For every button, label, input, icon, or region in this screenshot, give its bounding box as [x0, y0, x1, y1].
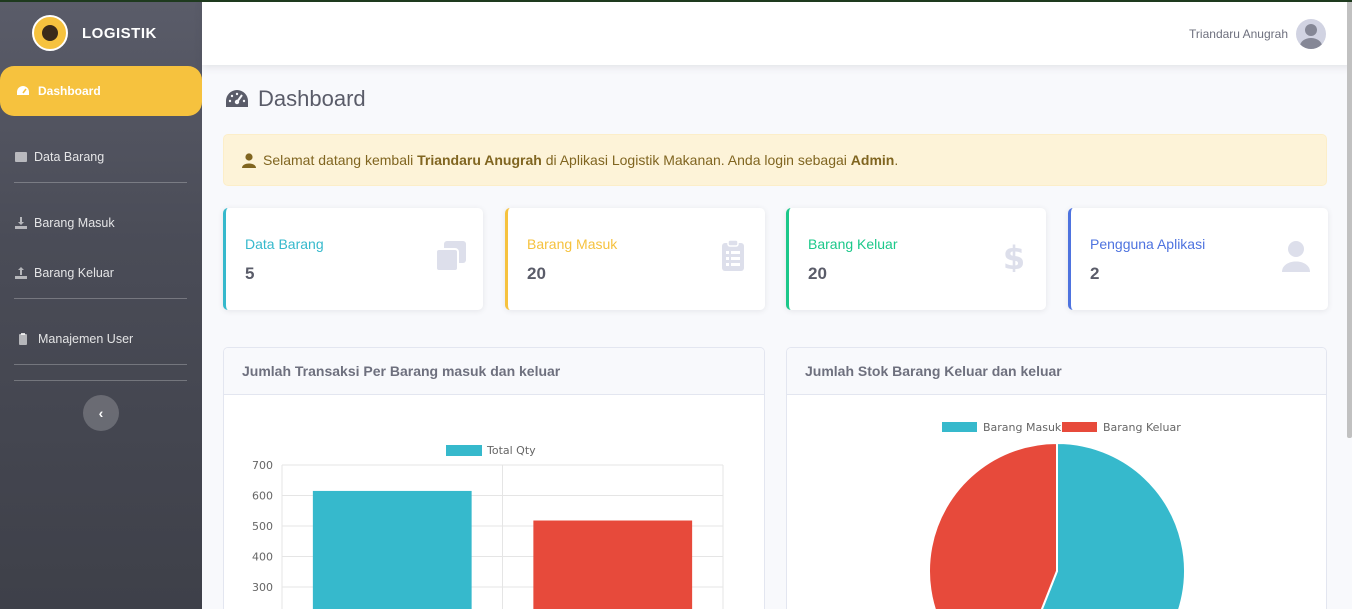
- alert-role: Admin: [850, 152, 895, 168]
- sidebar-item-label: Barang Masuk: [34, 216, 115, 230]
- stat-card-barang-keluar[interactable]: Barang Keluar 20 $: [786, 208, 1046, 310]
- card-value: 2: [1090, 264, 1100, 283]
- sidebar-divider: [14, 182, 187, 183]
- page-scrollbar[interactable]: [1347, 0, 1352, 438]
- legend-swatch: [446, 445, 482, 456]
- brand-name: LOGISTIK: [82, 24, 157, 42]
- table-icon: [15, 152, 27, 162]
- avatar[interactable]: [1296, 18, 1326, 49]
- legend-label: Barang Keluar: [1103, 421, 1181, 434]
- y-tick-label: 500: [252, 520, 273, 533]
- topbar-username[interactable]: Triandaru Anugrah: [1189, 26, 1288, 41]
- card-value: 20: [527, 264, 546, 283]
- sidebar-item-label: Manajemen User: [38, 332, 134, 346]
- bar-chart: Total Qty 300 400 500 600 700: [252, 444, 724, 609]
- sidebar-item-manajemen-user[interactable]: Manajemen User: [0, 324, 202, 354]
- brand-logo-icon: [32, 15, 68, 51]
- chevron-left-icon: ‹: [98, 405, 104, 421]
- card-value: 5: [245, 264, 255, 283]
- sidebar-item-data-barang[interactable]: Data Barang: [0, 142, 202, 172]
- y-tick-label: 700: [252, 459, 273, 472]
- dollar-icon: $: [1003, 240, 1025, 272]
- alert-suffix: .: [894, 152, 899, 168]
- page-title: Dashboard: [224, 86, 366, 112]
- pie-chart: Barang Masuk Barang Keluar: [928, 421, 1186, 609]
- panel-title: Jumlah Transaksi Per Barang masuk dan ke…: [224, 348, 764, 395]
- sidebar-item-label: Data Barang: [34, 150, 105, 164]
- sidebar-item-label: Dashboard: [38, 84, 101, 98]
- sidebar-toggle-button[interactable]: ‹: [83, 395, 119, 431]
- sidebar: LOGISTIK Dashboard Data Barang Barang Ma…: [0, 0, 202, 609]
- svg-text:$: $: [1003, 240, 1025, 272]
- bar-chart-panel: Jumlah Transaksi Per Barang masuk dan ke…: [223, 347, 765, 609]
- bar: [533, 520, 693, 609]
- alert-prefix: Selamat datang kembali: [263, 152, 418, 168]
- y-tick-label: 300: [252, 581, 273, 594]
- legend-label: Barang Masuk: [983, 421, 1062, 434]
- legend-label: Total Qty: [486, 444, 536, 457]
- card-label: Barang Masuk: [527, 236, 618, 252]
- window-top-edge: [0, 0, 1352, 2]
- card-label: Barang Keluar: [808, 236, 898, 252]
- brand[interactable]: LOGISTIK: [0, 0, 202, 66]
- copy-icon: [435, 241, 466, 272]
- stat-card-barang-masuk[interactable]: Barang Masuk 20: [505, 208, 765, 310]
- stat-card-pengguna-aplikasi[interactable]: Pengguna Aplikasi 2: [1068, 208, 1328, 310]
- legend-swatch: [942, 422, 977, 432]
- tachometer-icon: [226, 90, 248, 107]
- clipboard-icon: [19, 333, 27, 345]
- alert-username: Triandaru Anugrah: [417, 152, 542, 168]
- legend-swatch: [1062, 422, 1097, 432]
- sidebar-divider: [14, 380, 187, 381]
- y-tick-label: 400: [252, 551, 273, 564]
- sidebar-item-barang-masuk[interactable]: Barang Masuk: [0, 208, 202, 238]
- alert-middle: di Aplikasi Logistik Makanan. Anda login…: [541, 152, 851, 168]
- stat-card-data-barang[interactable]: Data Barang 5: [223, 208, 483, 310]
- y-tick-label: 600: [252, 490, 273, 503]
- card-label: Data Barang: [245, 236, 324, 252]
- tachometer-icon: [17, 86, 29, 95]
- sidebar-item-dashboard[interactable]: Dashboard: [0, 66, 202, 116]
- card-label: Pengguna Aplikasi: [1090, 236, 1206, 252]
- upload-icon: [15, 267, 27, 279]
- clipboard-list-icon: [722, 240, 744, 271]
- sidebar-divider: [14, 298, 187, 299]
- sidebar-divider: [14, 364, 187, 365]
- sidebar-item-label: Barang Keluar: [34, 266, 114, 280]
- bar: [312, 490, 472, 609]
- card-value: 20: [808, 264, 827, 283]
- welcome-alert: Selamat datang kembali Triandaru Anugrah…: [223, 134, 1327, 186]
- pie-chart-panel: Jumlah Stok Barang Keluar dan keluar Bar…: [786, 347, 1327, 609]
- topbar: Triandaru Anugrah: [202, 2, 1352, 65]
- user-icon: [1282, 241, 1310, 272]
- panel-title: Jumlah Stok Barang Keluar dan keluar: [787, 348, 1326, 395]
- sidebar-item-barang-keluar[interactable]: Barang Keluar: [0, 258, 202, 288]
- page-title-text: Dashboard: [258, 86, 366, 111]
- download-icon: [15, 217, 27, 229]
- user-icon: [242, 152, 256, 168]
- pie-slice: [928, 441, 1058, 609]
- pie-slice: [1040, 441, 1186, 609]
